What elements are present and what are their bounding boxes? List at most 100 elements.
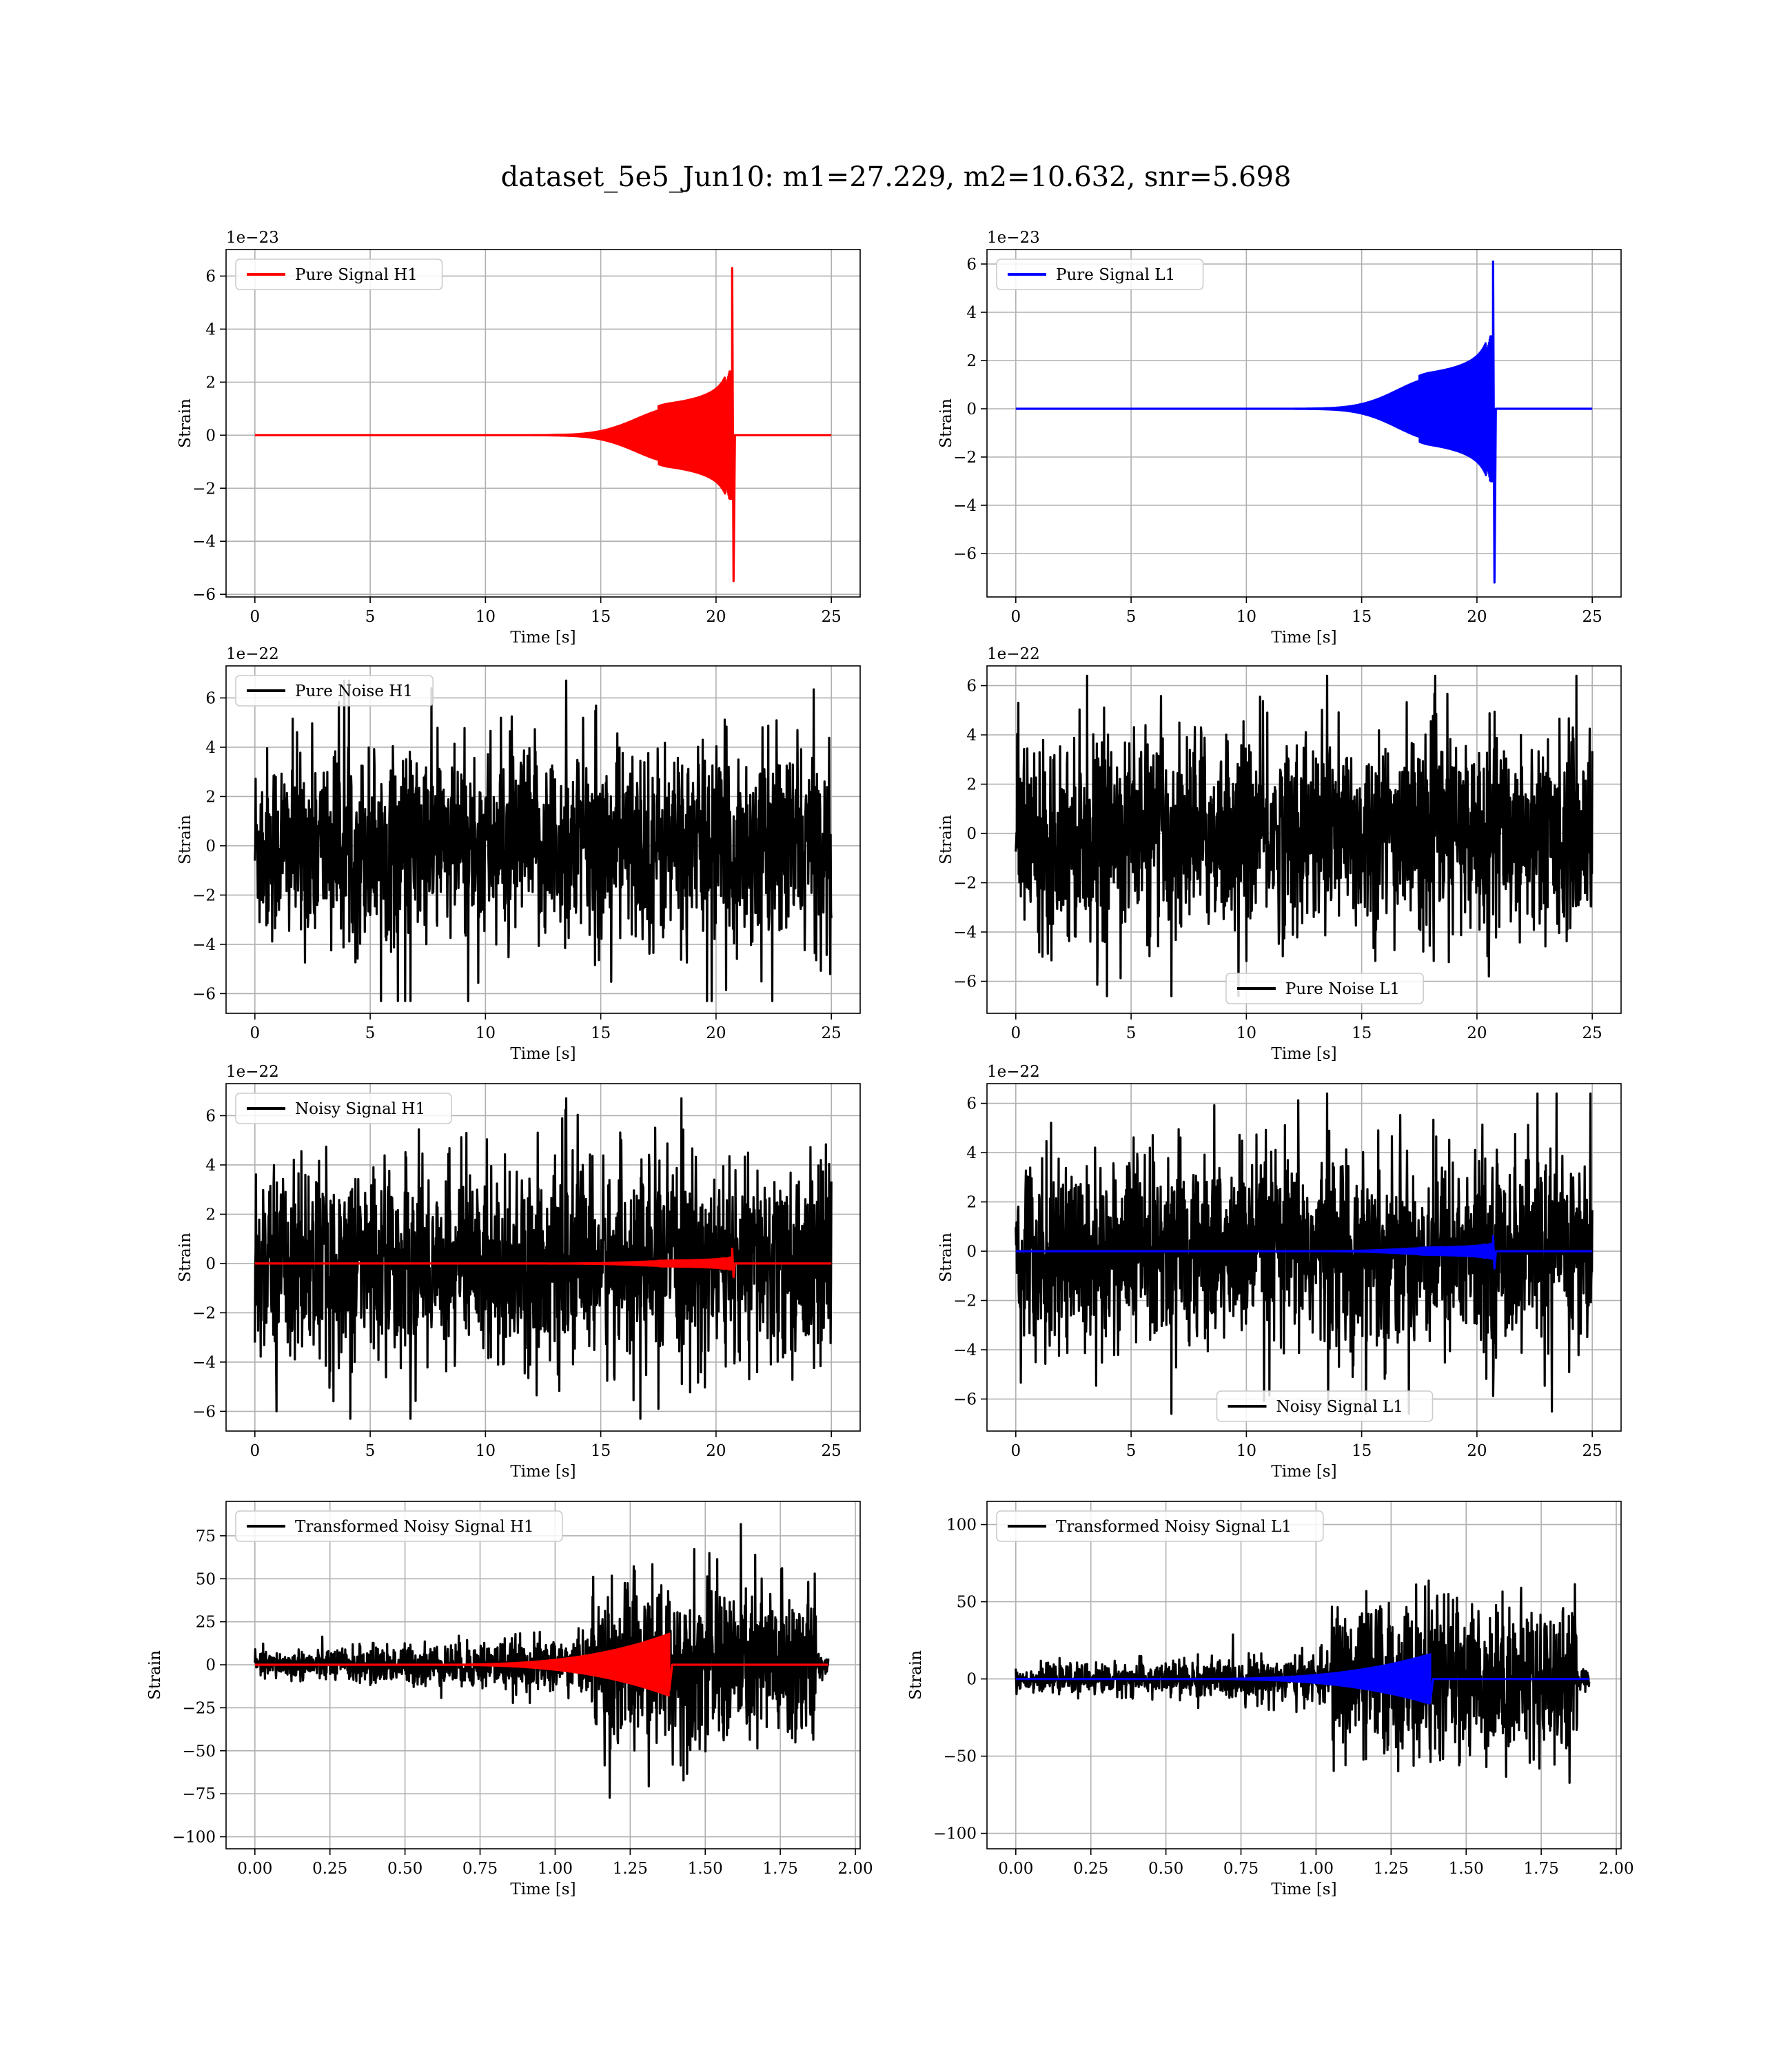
y-tick-label: −2 <box>953 449 977 467</box>
series-line-1 <box>254 267 832 582</box>
x-tick-label: 5 <box>1126 1024 1137 1042</box>
legend: Transformed Noisy Signal H1 <box>235 1510 563 1542</box>
x-tick-label: 20 <box>1467 608 1487 626</box>
plot-area <box>1015 260 1593 584</box>
x-tick-label: 20 <box>706 1024 726 1042</box>
legend: Transformed Noisy Signal L1 <box>996 1510 1324 1542</box>
offset-text: 1e−23 <box>987 229 1040 247</box>
plot-area <box>254 1097 833 1420</box>
y-tick-label: 0 <box>205 1656 216 1674</box>
x-tick-label: 20 <box>1467 1442 1487 1460</box>
y-tick-label: 6 <box>205 267 216 285</box>
y-axis-label: Strain <box>907 1650 925 1700</box>
x-tick-label: 25 <box>1582 1442 1602 1460</box>
series-line-1 <box>254 1523 830 1799</box>
series-line-2 <box>1015 1653 1589 1705</box>
y-tick-label: 6 <box>205 689 216 707</box>
series-line-2 <box>254 1247 832 1279</box>
legend-label: Pure Noise L1 <box>1285 980 1400 998</box>
axes-frame <box>986 1501 1622 1849</box>
offset-text: 1e−22 <box>226 645 279 663</box>
y-tick-label: 0 <box>966 1671 977 1689</box>
y-tick-label: −6 <box>953 973 977 991</box>
tick-marks: 0 5 10 15 20 25 −6 −4 −2 0 2 4 6 <box>953 1095 1602 1460</box>
x-tick-label: 1.00 <box>1299 1860 1334 1878</box>
y-tick-label: 4 <box>966 727 977 744</box>
x-tick-label: 25 <box>822 1442 842 1460</box>
y-tick-label: 2 <box>205 788 216 806</box>
x-tick-label: 5 <box>1126 1442 1137 1460</box>
x-tick-label: 10 <box>476 1442 496 1460</box>
y-tick-label: 2 <box>966 776 977 794</box>
offset-text: 1e−22 <box>226 1063 279 1081</box>
x-tick-label: 1.25 <box>1374 1860 1409 1878</box>
x-tick-label: 5 <box>1126 608 1137 626</box>
subplot-6: 0 5 10 15 20 25 −6 −4 −2 0 2 4 6 1e−22 Time [s] Strain N… <box>937 1063 1622 1481</box>
y-tick-label: 4 <box>205 321 216 338</box>
axes-frame <box>225 665 861 1014</box>
y-tick-label: 4 <box>205 1157 216 1175</box>
subplot-4: 0 5 10 15 20 25 −6 −4 −2 0 2 4 6 1e−22 Time [s] Strain P… <box>937 645 1622 1063</box>
x-tick-label: 0 <box>1010 1024 1021 1042</box>
plot-area <box>254 267 832 582</box>
axes-frame <box>225 249 861 598</box>
y-tick-label: 0 <box>205 427 216 445</box>
legend-label: Pure Signal L1 <box>1056 266 1175 284</box>
legend-box <box>996 1510 1324 1542</box>
legend: Pure Signal L1 <box>996 258 1204 290</box>
y-axis-label: Strain <box>176 815 194 864</box>
plot-area <box>1015 674 1594 997</box>
axes-frame <box>986 665 1622 1014</box>
x-tick-label: 1.50 <box>688 1860 723 1878</box>
legend-label: Pure Noise H1 <box>295 682 413 700</box>
x-tick-label: 10 <box>1236 1024 1256 1042</box>
tick-marks: 0 5 10 15 20 25 −6 −4 −2 0 2 4 6 <box>192 689 842 1042</box>
plot-area <box>1015 1092 1594 1415</box>
y-tick-label: 50 <box>957 1594 977 1612</box>
legend-label: Transformed Noisy Signal L1 <box>1056 1518 1292 1536</box>
legend-box <box>235 258 443 290</box>
x-axis-label: Time [s] <box>1271 1881 1336 1898</box>
offset-text: 1e−22 <box>987 645 1040 663</box>
y-tick-label: 100 <box>946 1517 977 1534</box>
tick-marks: 0 5 10 15 20 25 −6 −4 −2 0 2 4 6 <box>953 678 1602 1042</box>
x-tick-label: 25 <box>822 608 842 626</box>
x-tick-label: 0.50 <box>387 1860 422 1878</box>
x-tick-label: 1.50 <box>1449 1860 1484 1878</box>
y-tick-label: −50 <box>943 1748 977 1766</box>
x-tick-label: 2.00 <box>837 1860 873 1878</box>
y-tick-label: 6 <box>966 678 977 696</box>
x-tick-label: 1.25 <box>613 1860 648 1878</box>
y-tick-label: −6 <box>953 1391 977 1409</box>
y-tick-label: −6 <box>953 545 977 563</box>
y-tick-label: 25 <box>196 1614 216 1632</box>
subplot-1: 0 5 10 15 20 25 −6 −4 −2 0 2 4 6 1e−23 Time [s] Strain P… <box>176 229 861 647</box>
x-tick-label: 10 <box>1236 1442 1256 1460</box>
y-tick-label: 75 <box>196 1528 216 1545</box>
legend: Noisy Signal H1 <box>235 1093 452 1124</box>
y-tick-label: 4 <box>966 1144 977 1162</box>
y-tick-label: −4 <box>192 1354 216 1372</box>
y-tick-label: 0 <box>966 1243 977 1261</box>
x-tick-label: 20 <box>1467 1024 1487 1042</box>
x-tick-label: 1.75 <box>1524 1860 1559 1878</box>
y-tick-label: −25 <box>182 1699 216 1717</box>
x-tick-label: 15 <box>1352 1024 1372 1042</box>
y-tick-label: 2 <box>966 1194 977 1212</box>
series-line-1 <box>1015 1092 1594 1415</box>
x-tick-label: 0.00 <box>998 1860 1033 1878</box>
offset-text: 1e−22 <box>987 1063 1040 1081</box>
x-tick-label: 15 <box>591 1442 611 1460</box>
y-axis-label: Strain <box>176 1233 194 1282</box>
y-tick-label: 6 <box>966 1095 977 1113</box>
series-line-1 <box>254 679 833 1002</box>
y-tick-label: −4 <box>953 924 977 942</box>
x-axis-label: Time [s] <box>510 1463 576 1481</box>
x-tick-label: 25 <box>1582 608 1602 626</box>
x-tick-label: 5 <box>365 608 376 626</box>
y-tick-label: −2 <box>953 875 977 893</box>
x-tick-label: 25 <box>1582 1024 1602 1042</box>
tick-marks: 0 5 10 15 20 25 −6 −4 −2 0 2 4 6 <box>192 1107 842 1460</box>
y-axis-label: Strain <box>937 1233 955 1282</box>
